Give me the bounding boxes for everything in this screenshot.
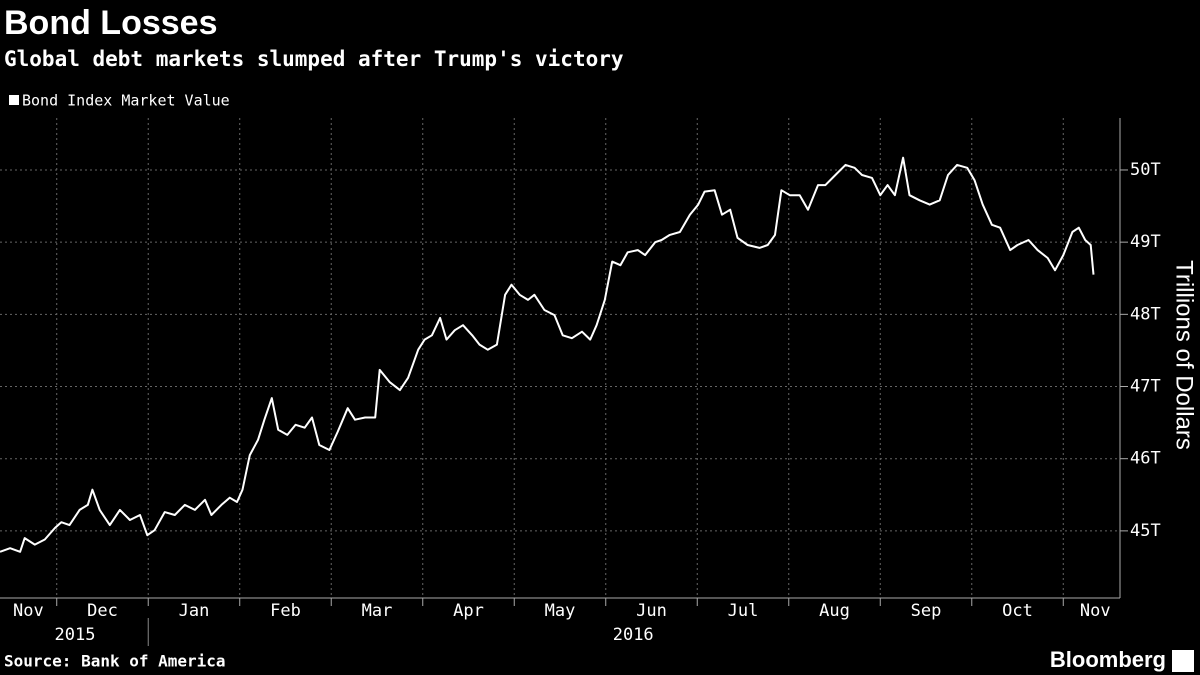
x-tick-label: Oct [1002,601,1033,621]
x-tick-label: Jul [728,601,759,621]
x-tick-label: Aug [819,601,850,621]
legend-label: Bond Index Market Value [22,92,230,110]
x-tick-label: Nov [1080,601,1111,621]
year-label: 2015 [55,625,96,645]
y-tick-label: 45T [1130,521,1161,541]
y-tick-label: 46T [1130,449,1161,469]
y-axis-label: Trillions of Dollars [1171,260,1198,450]
x-tick-label: Sep [911,601,942,621]
y-tick-label: 47T [1130,377,1161,397]
chart-title: Bond Losses [4,4,217,42]
legend-swatch [9,95,19,105]
x-tick-label: Jun [636,601,667,621]
year-label: 2016 [613,625,654,645]
y-tick-label: 48T [1130,304,1161,324]
x-tick-label: May [545,601,576,621]
chart-subtitle: Global debt markets slumped after Trump'… [4,47,624,71]
brand: Bloomberg [1050,647,1166,672]
x-tick-label: Apr [453,601,484,621]
data-line [0,156,1095,553]
x-tick-label: Dec [87,601,118,621]
brand-icon [1172,650,1194,672]
y-tick-label: 50T [1130,160,1161,180]
x-tick-label: Feb [270,601,301,621]
y-tick-label: 49T [1130,232,1161,252]
x-tick-label: Mar [362,601,393,621]
source: Source: Bank of America [4,652,226,671]
x-tick-label: Nov [13,601,44,621]
x-tick-label: Jan [179,601,210,621]
